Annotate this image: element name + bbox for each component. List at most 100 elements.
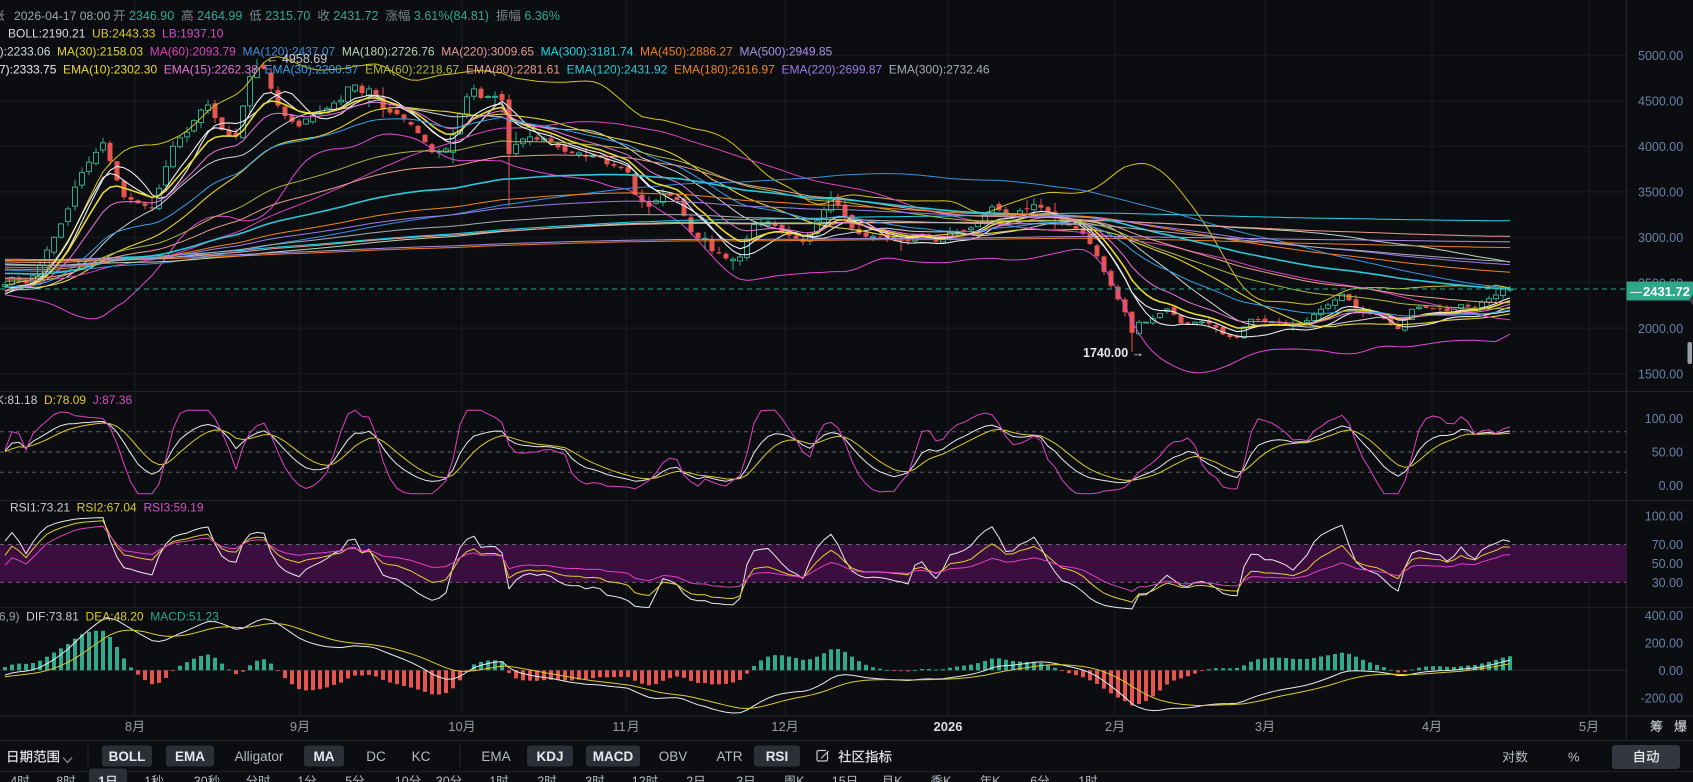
svg-text:5: 5 <box>1579 719 1586 734</box>
svg-text:6: 6 <box>1030 775 1037 782</box>
svg-text:EMA(220):2699.87: EMA(220):2699.87 <box>775 63 883 77</box>
svg-text:BOLL: BOLL <box>109 749 146 764</box>
svg-text:RSI2:67.04: RSI2:67.04 <box>70 501 137 515</box>
svg-text:1: 1 <box>144 775 151 782</box>
svg-text:3: 3 <box>736 775 743 782</box>
svg-text:2026: 2026 <box>934 719 963 734</box>
svg-text:2: 2 <box>686 775 693 782</box>
svg-text:1: 1 <box>489 775 496 782</box>
svg-text:2464.99: 2464.99 <box>197 9 242 23</box>
svg-text:EMA: EMA <box>481 749 510 764</box>
svg-text:MA(180):2726.76: MA(180):2726.76 <box>335 45 435 59</box>
svg-text:50.00: 50.00 <box>1652 446 1683 460</box>
svg-text:K:81.18: K:81.18 <box>0 393 38 407</box>
svg-text:EMA(30):2200.57: EMA(30):2200.57 <box>258 63 359 77</box>
svg-text:70.00: 70.00 <box>1652 538 1683 552</box>
svg-text:12: 12 <box>771 719 785 734</box>
svg-text:1: 1 <box>98 775 105 782</box>
svg-text:UB:2443.33: UB:2443.33 <box>85 27 155 41</box>
svg-text:Alligator: Alligator <box>235 749 284 764</box>
svg-text:3000.00: 3000.00 <box>1638 231 1683 245</box>
svg-text:2: 2 <box>537 775 544 782</box>
svg-text:LB:1937.10: LB:1937.10 <box>155 27 223 41</box>
svg-text:3: 3 <box>1255 719 1262 734</box>
svg-text:0.00: 0.00 <box>1659 664 1683 678</box>
svg-text:5: 5 <box>345 775 352 782</box>
svg-text:MA(220):3009.65: MA(220):3009.65 <box>435 45 535 59</box>
svg-text:ATR: ATR <box>717 749 743 764</box>
svg-text:EMA(7):2333.75: EMA(7):2333.75 <box>0 63 57 77</box>
svg-text:EMA(300):2732.46: EMA(300):2732.46 <box>882 63 990 77</box>
svg-text:15: 15 <box>832 775 846 782</box>
svg-text:MA(60):2093.79: MA(60):2093.79 <box>143 45 236 59</box>
svg-text:EMA(10):2302.30: EMA(10):2302.30 <box>56 63 157 77</box>
svg-text:EMA(15):2262.38: EMA(15):2262.38 <box>157 63 258 77</box>
svg-text:← 4958.69: ← 4958.69 <box>266 52 327 66</box>
svg-text:11: 11 <box>612 719 626 734</box>
svg-text:1: 1 <box>297 775 304 782</box>
svg-text:3: 3 <box>585 775 592 782</box>
svg-text:50.00: 50.00 <box>1652 557 1683 571</box>
svg-text:MA(500):2949.85: MA(500):2949.85 <box>733 45 833 59</box>
svg-text:(12,26,9): (12,26,9) <box>0 610 20 624</box>
svg-text:2431.72: 2431.72 <box>333 9 378 23</box>
svg-text:KC: KC <box>412 749 431 764</box>
svg-text:4500.00: 4500.00 <box>1638 94 1683 108</box>
svg-text:J:87.36: J:87.36 <box>86 393 132 407</box>
svg-text:2026-04-17 08:00: 2026-04-17 08:00 <box>14 9 110 23</box>
svg-text:MA: MA <box>314 749 335 764</box>
svg-text:3500.00: 3500.00 <box>1638 185 1683 199</box>
svg-text:1: 1 <box>1078 775 1085 782</box>
svg-text:2: 2 <box>1105 719 1112 734</box>
svg-text:400.00: 400.00 <box>1645 609 1683 623</box>
svg-text:DC: DC <box>366 749 386 764</box>
svg-text:1740.00 →: 1740.00 → <box>1083 346 1144 360</box>
svg-text:30: 30 <box>436 775 450 782</box>
svg-text:200.00: 200.00 <box>1645 636 1683 650</box>
svg-text:RSI: RSI <box>766 749 789 764</box>
svg-text:-200.00: -200.00 <box>1641 691 1683 705</box>
svg-text:10: 10 <box>448 719 462 734</box>
svg-text:MA(450):2886.27: MA(450):2886.27 <box>633 45 733 59</box>
svg-text:0.00: 0.00 <box>1659 479 1683 493</box>
svg-text:MA(30):2158.03: MA(30):2158.03 <box>50 45 143 59</box>
svg-text:9: 9 <box>290 719 297 734</box>
svg-text:K: K <box>992 775 1001 782</box>
svg-text:MACD: MACD <box>593 749 634 764</box>
svg-text:OBV: OBV <box>659 749 688 764</box>
svg-text:100.00: 100.00 <box>1645 510 1683 524</box>
svg-text:8: 8 <box>125 719 132 734</box>
svg-text:MACD:51.23: MACD:51.23 <box>144 610 220 624</box>
svg-text:K: K <box>894 775 903 782</box>
svg-text:12: 12 <box>632 775 646 782</box>
svg-text:EMA(180):2616.97: EMA(180):2616.97 <box>667 63 775 77</box>
svg-text:2000.00: 2000.00 <box>1638 322 1683 336</box>
svg-text:4: 4 <box>1422 719 1429 734</box>
svg-text:K: K <box>796 775 805 782</box>
svg-text:MA(7):2233.06: MA(7):2233.06 <box>0 45 51 59</box>
svg-text:MA(300):3181.74: MA(300):3181.74 <box>534 45 634 59</box>
svg-text:1500.00: 1500.00 <box>1638 367 1683 381</box>
svg-text:D:78.09: D:78.09 <box>37 393 86 407</box>
svg-text:5000.00: 5000.00 <box>1638 49 1683 63</box>
svg-text:6.36%: 6.36% <box>524 9 559 23</box>
svg-text:2346.90: 2346.90 <box>129 9 174 23</box>
svg-text:10: 10 <box>395 775 409 782</box>
svg-text:—: — <box>1630 285 1642 299</box>
svg-text:%: % <box>1568 750 1580 765</box>
svg-text:EMA: EMA <box>175 749 205 764</box>
svg-text:BOLL:2190.21: BOLL:2190.21 <box>8 27 86 41</box>
svg-text:4000.00: 4000.00 <box>1638 140 1683 154</box>
svg-text:8: 8 <box>56 775 63 782</box>
svg-text:30: 30 <box>194 775 208 782</box>
svg-text:RSI3:59.19: RSI3:59.19 <box>137 501 204 515</box>
svg-text:K: K <box>943 775 952 782</box>
svg-text:EMA(80):2281.61: EMA(80):2281.61 <box>459 63 560 77</box>
svg-text:30.00: 30.00 <box>1652 576 1683 590</box>
svg-text:4: 4 <box>10 775 17 782</box>
svg-text:EMA(120):2431.92: EMA(120):2431.92 <box>560 63 668 77</box>
svg-text:2431.72: 2431.72 <box>1643 284 1690 299</box>
svg-text:DEA:48.20: DEA:48.20 <box>79 610 144 624</box>
svg-text:3.61%(84.81): 3.61%(84.81) <box>414 9 489 23</box>
svg-text:DIF:73.81: DIF:73.81 <box>20 610 80 624</box>
